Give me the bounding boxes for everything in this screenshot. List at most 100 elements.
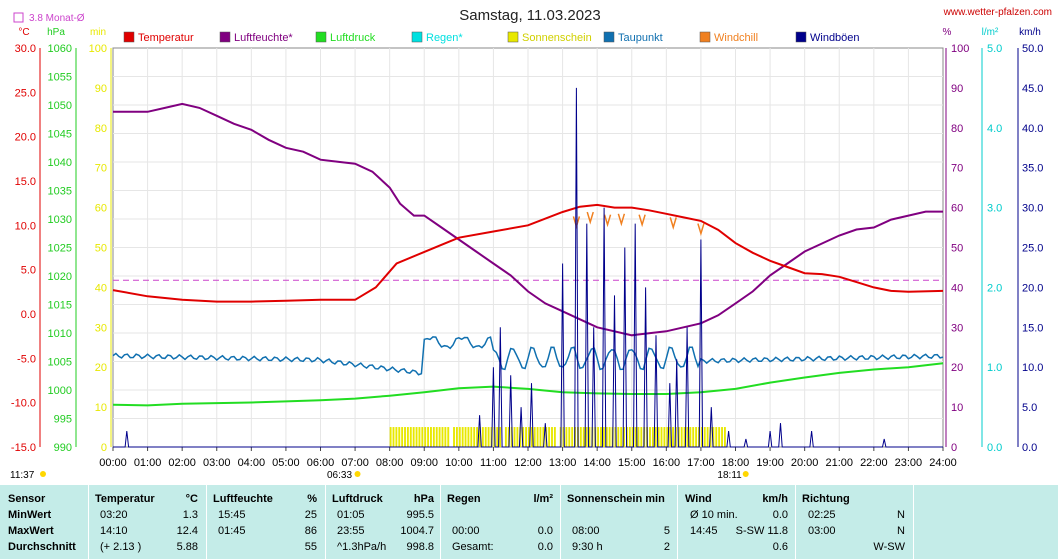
sunshine-bar: [467, 427, 470, 447]
sunshine-bar: [677, 427, 680, 447]
tick-label-sun: 20: [95, 362, 107, 374]
legend-swatch: [123, 31, 135, 43]
tick-label-temp: 5.0: [21, 265, 36, 277]
sunshine-bar: [723, 427, 726, 447]
sunshine-bar: [484, 427, 487, 447]
tick-label-press: 1015: [48, 300, 72, 312]
axis-unit-temp: °C: [18, 27, 29, 38]
tick-label-wind: 25.0: [1022, 243, 1043, 255]
sunshine-bar: [412, 427, 415, 447]
table-cell: MinWert: [8, 509, 52, 521]
x-tick-label: 20:00: [791, 457, 819, 469]
sunshine-bar: [585, 427, 588, 447]
x-tick-label: 04:00: [238, 457, 266, 469]
tick-label-press: 1030: [48, 214, 72, 226]
table-separator: [913, 485, 914, 559]
x-tick-label: 21:00: [825, 457, 853, 469]
x-tick-label: 07:00: [341, 457, 369, 469]
sunshine-bar: [487, 427, 490, 447]
table-separator: [795, 485, 796, 559]
x-tick-label: 08:00: [376, 457, 404, 469]
sunshine-bar: [623, 427, 625, 447]
sunshine-bar: [692, 427, 695, 447]
sunshine-bar: [620, 427, 623, 447]
tick-label-sun: 70: [95, 163, 107, 175]
sunshine-bar: [522, 427, 525, 447]
x-tick-label: 02:00: [168, 457, 196, 469]
tick-label-hum: 30: [951, 322, 963, 334]
chart-axes: °C 30.0 25.0 20.0 15.0 10.0 5.0 0.0 -5.0 -10.0 -15…: [11, 27, 1044, 469]
sunshine-bar: [401, 427, 404, 447]
sunshine-bar: [455, 427, 458, 447]
x-tick-label: 15:00: [618, 457, 646, 469]
sunshine-bar: [600, 427, 602, 447]
sunshine-bar: [617, 427, 620, 447]
sunshine-bar: [525, 427, 527, 447]
axis-unit-wind: km/h: [1019, 27, 1041, 38]
legend-swatch: [219, 31, 231, 43]
x-tick-label: 09:00: [410, 457, 438, 469]
x-tick-label: 05:00: [272, 457, 300, 469]
legend-swatch: [699, 31, 711, 43]
table-cell: 998.8: [406, 541, 434, 553]
chart-labels: Temperatur Luftfeuchte* Luftdruck Regen* Son…: [10, 31, 860, 481]
sunshine-bar: [539, 427, 542, 447]
table-cell: 1004.7: [400, 525, 434, 537]
tick-label-temp: 15.0: [15, 176, 36, 188]
tick-label-press: 990: [54, 442, 72, 454]
table-cell: 01:45: [218, 525, 246, 537]
tick-label-wind: 50.0: [1022, 43, 1043, 55]
table-cell: 55: [304, 541, 317, 553]
sunshine-bar: [651, 427, 654, 447]
tick-label-hum: 80: [951, 123, 963, 135]
table-cell: km/h: [762, 493, 788, 505]
x-tick-label: 10:00: [445, 457, 473, 469]
sunshine-bar: [703, 427, 706, 447]
x-tick-label: 23:00: [895, 457, 923, 469]
tick-label-temp: 10.0: [15, 220, 36, 232]
x-tick-label: 00:00: [99, 457, 127, 469]
table-cell: 9:30 h: [572, 541, 603, 553]
table-cell: N: [897, 525, 905, 537]
sunshine-bar: [493, 427, 496, 447]
current-time-label: 11:37: [10, 470, 35, 481]
sunshine-bar: [424, 427, 427, 447]
sunshine-bar: [427, 427, 430, 447]
windchill-mark: [669, 217, 677, 230]
table-cell: Ø 10 min.: [690, 509, 738, 521]
tick-label-sun: 50: [95, 243, 107, 255]
sunshine-bar: [666, 427, 669, 447]
sunshine-bar: [706, 427, 709, 447]
table-cell: 0.0: [772, 509, 788, 521]
sunshine-bar: [548, 427, 551, 447]
tick-label-hum: 40: [951, 282, 963, 294]
table-cell: °C: [185, 493, 198, 505]
sunshine-bar: [499, 427, 502, 447]
windchill-mark: [638, 214, 646, 228]
sunshine-bar: [516, 427, 519, 447]
tick-label-wind: 35.0: [1022, 163, 1043, 175]
sunshine-bar: [571, 427, 574, 447]
table-cell: 08:00: [572, 525, 600, 537]
table-cell: Wind: [685, 493, 712, 505]
tick-label-press: 1025: [48, 243, 72, 255]
sunshine-bar: [672, 427, 674, 447]
table-cell: Sensor: [8, 493, 46, 505]
table-cell: Gesamt:: [452, 541, 494, 553]
sunshine-bar: [421, 427, 424, 447]
table-separator: [677, 485, 678, 559]
sunshine-bar: [453, 427, 455, 447]
axis-unit-sun: min: [90, 27, 106, 38]
windchill-mark: [697, 223, 705, 237]
sunshine-bar: [481, 427, 484, 447]
sunshine-bar: [689, 427, 692, 447]
tick-label-press: 1035: [48, 186, 72, 198]
sunshine-bar: [582, 427, 585, 447]
tick-label-hum: 100: [951, 43, 969, 55]
tick-label-wind: 30.0: [1022, 203, 1043, 215]
sunshine-bar: [634, 427, 637, 447]
table-cell: W-SW: [873, 541, 905, 553]
legend-label: Windböen: [810, 32, 860, 44]
tick-label-temp: -5.0: [17, 353, 36, 365]
tick-label-sun: 100: [89, 43, 107, 55]
